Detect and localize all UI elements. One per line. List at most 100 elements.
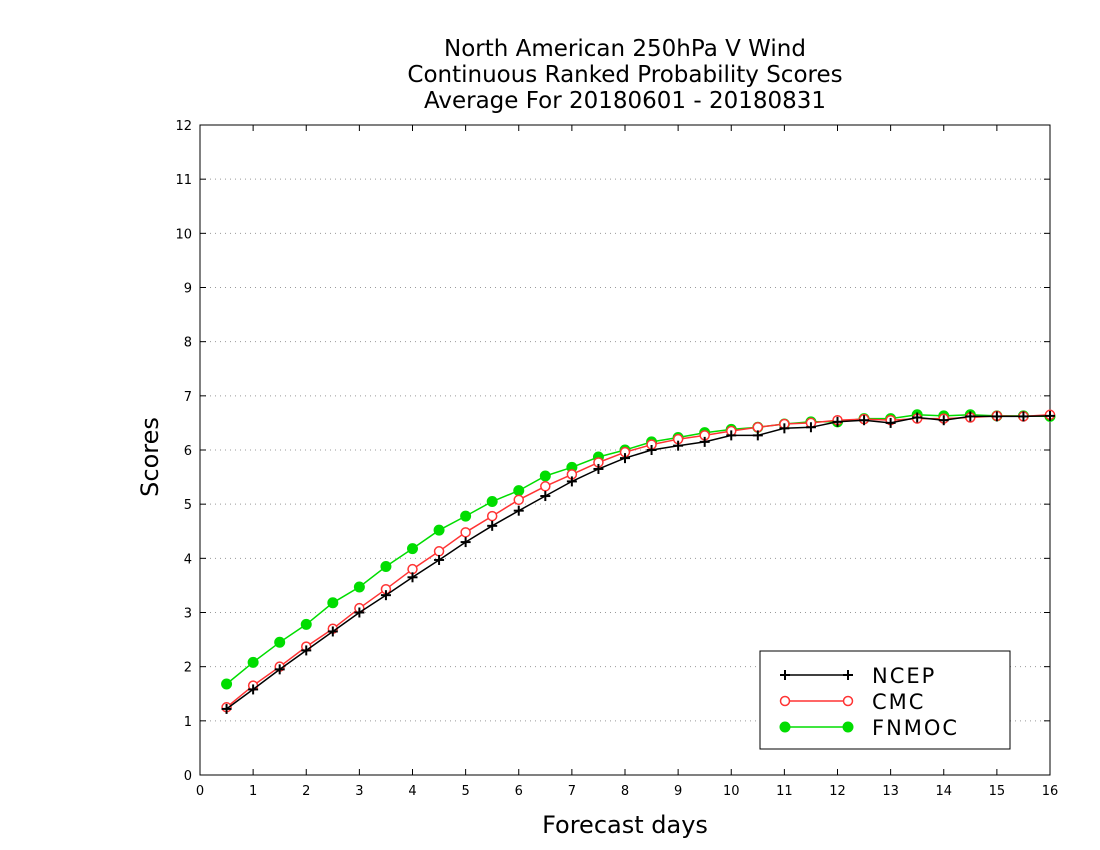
- data-point-fnmoc: [300, 618, 312, 630]
- data-point-ncep: [859, 415, 870, 426]
- data-point-ncep: [832, 416, 843, 427]
- x-tick-label: 0: [196, 784, 204, 799]
- x-tick-label: 16: [1042, 784, 1059, 799]
- x-tick-label: 1: [249, 784, 257, 799]
- data-point-ncep: [673, 440, 684, 451]
- legend-marker-cmc: [842, 695, 854, 707]
- data-point-ncep: [965, 411, 976, 422]
- data-point-ncep: [248, 684, 259, 695]
- x-tick-label: 14: [935, 784, 952, 799]
- data-point-ncep: [1018, 411, 1029, 422]
- data-point-fnmoc: [380, 560, 392, 572]
- data-point-ncep: [912, 412, 923, 423]
- x-tick-label: 5: [461, 784, 469, 799]
- y-tick-label: 6: [184, 444, 192, 459]
- data-point-ncep: [593, 463, 604, 474]
- data-point-ncep: [646, 445, 657, 455]
- y-tick-label: 7: [184, 390, 192, 405]
- legend-item-fnmoc: FNMOC: [779, 716, 959, 740]
- data-point-cmc: [513, 494, 524, 506]
- series-fnmoc: [221, 409, 1056, 690]
- data-point-fnmoc: [327, 597, 339, 609]
- x-tick-label: 13: [882, 784, 899, 799]
- data-point-fnmoc: [274, 636, 286, 648]
- data-point-ncep: [327, 626, 338, 637]
- y-tick-label: 4: [184, 552, 192, 567]
- x-axis-title: Forecast days: [542, 811, 708, 839]
- data-point-ncep: [407, 572, 418, 583]
- data-point-ncep: [434, 554, 445, 565]
- data-point-ncep: [540, 491, 551, 502]
- y-axis-title: Scores: [136, 417, 164, 497]
- x-tick-label: 8: [621, 784, 629, 799]
- x-tick-label: 11: [776, 784, 793, 799]
- y-tick-label: 1: [184, 715, 192, 730]
- data-point-ncep: [354, 607, 365, 618]
- data-point-ncep: [1045, 410, 1055, 421]
- x-tick-label: 10: [723, 784, 740, 799]
- x-tick-label: 7: [568, 784, 576, 799]
- chart-title-line-1: North American 250hPa V Wind: [444, 36, 806, 62]
- legend-label-fnmoc: FNMOC: [872, 716, 959, 740]
- x-tick-label: 4: [408, 784, 416, 799]
- data-point-ncep: [566, 476, 577, 487]
- data-point-fnmoc: [353, 581, 365, 593]
- y-tick-label: 11: [175, 173, 192, 188]
- data-point-fnmoc: [221, 678, 233, 690]
- y-tick-label: 10: [175, 227, 192, 242]
- legend-marker-ncep: [843, 670, 853, 680]
- series-line-fnmoc: [226, 414, 1051, 685]
- data-point-ncep: [620, 453, 630, 464]
- y-tick-label: 8: [184, 336, 192, 351]
- legend-marker-cmc: [779, 695, 791, 707]
- series-ncep: [221, 410, 1055, 714]
- data-point-fnmoc: [513, 485, 525, 497]
- data-point-fnmoc: [486, 495, 498, 507]
- data-point-ncep: [380, 590, 391, 601]
- data-point-ncep: [513, 505, 524, 516]
- legend-label-cmc: CMC: [872, 690, 925, 714]
- data-point-ncep: [752, 430, 763, 441]
- data-point-ncep: [274, 664, 285, 675]
- data-point-ncep: [487, 520, 498, 531]
- y-tick-label: 12: [175, 119, 192, 134]
- data-point-cmc: [460, 527, 471, 538]
- data-point-cmc: [540, 481, 551, 492]
- series-group: [221, 409, 1056, 714]
- data-point-cmc: [433, 546, 445, 557]
- chart-title-line-3: Average For 20180601 - 20180831: [423, 88, 827, 114]
- data-point-fnmoc: [460, 510, 472, 522]
- data-point-ncep: [938, 415, 949, 426]
- legend-box: [759, 650, 1011, 750]
- data-point-cmc: [486, 510, 498, 522]
- data-point-ncep: [991, 411, 1002, 422]
- x-tick-label: 9: [674, 784, 682, 799]
- data-point-fnmoc: [407, 543, 418, 555]
- x-tick-label: 15: [989, 784, 1006, 799]
- legend-item-ncep: NCEP: [780, 664, 934, 688]
- y-tick-label: 0: [184, 769, 192, 784]
- legend-item-cmc: CMC: [779, 690, 925, 714]
- data-point-ncep: [301, 645, 312, 656]
- x-tick-label: 2: [302, 784, 310, 799]
- data-point-fnmoc: [433, 524, 445, 536]
- data-point-ncep: [221, 703, 232, 714]
- data-point-ncep: [779, 423, 790, 434]
- x-tick-label: 12: [829, 784, 846, 799]
- legend-marker-fnmoc: [779, 721, 791, 733]
- data-point-ncep: [885, 417, 896, 428]
- data-point-fnmoc: [247, 656, 259, 668]
- data-point-ncep: [460, 537, 471, 548]
- data-point-fnmoc: [539, 470, 551, 482]
- legend-marker-ncep: [780, 670, 790, 680]
- y-tick-label: 9: [184, 282, 192, 297]
- y-tick-label: 2: [184, 661, 192, 676]
- chart-title-line-2: Continuous Ranked Probability Scores: [407, 62, 843, 88]
- data-point-ncep: [805, 422, 816, 433]
- y-tick-label: 3: [184, 607, 192, 622]
- y-tick-label: 5: [184, 498, 192, 513]
- x-tick-label: 6: [515, 784, 523, 799]
